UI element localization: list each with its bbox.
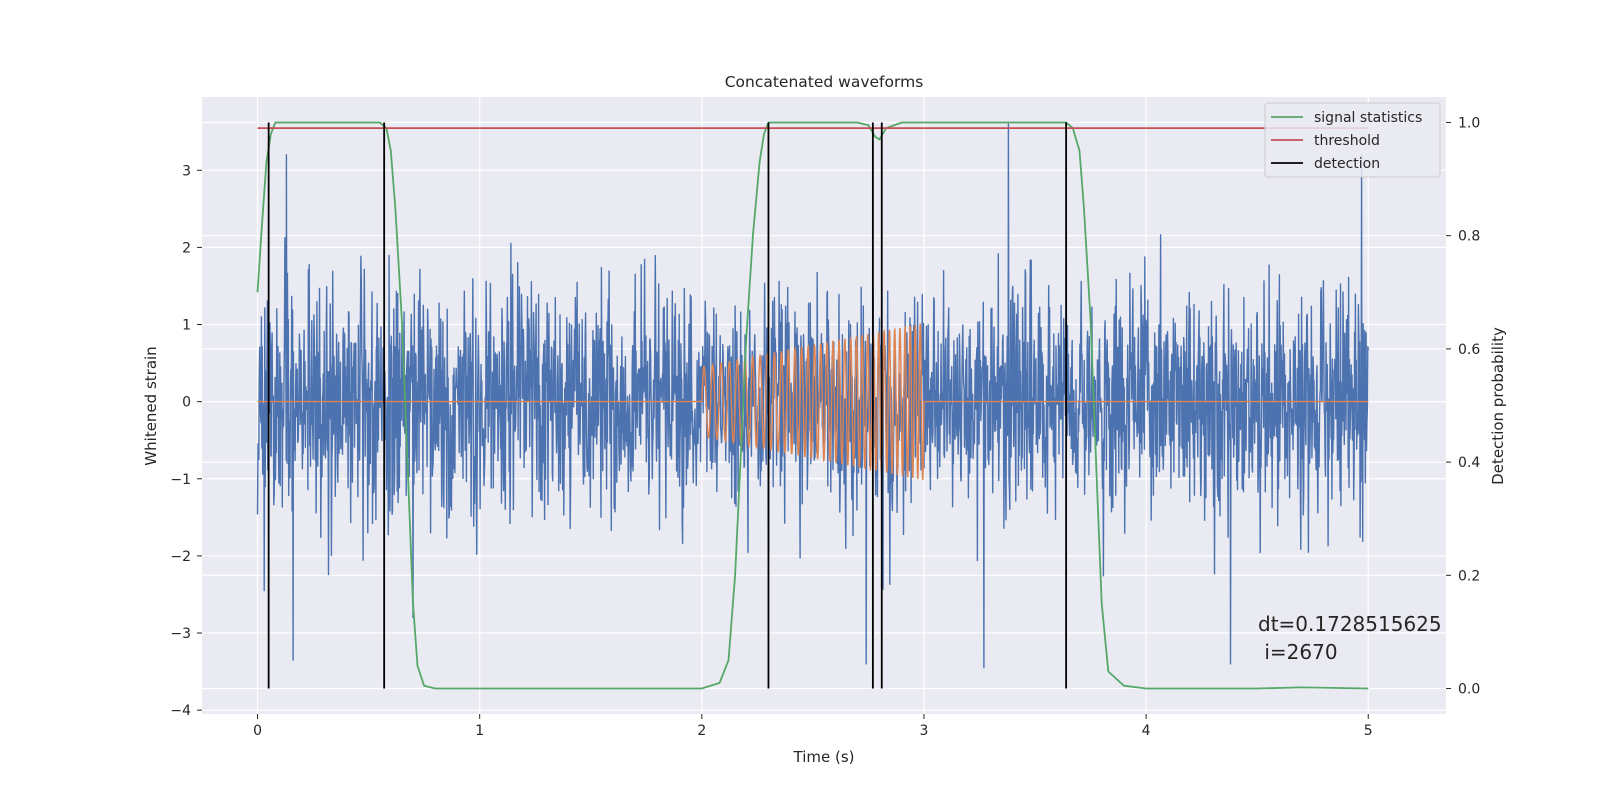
right-y-tick-label: 1.0 xyxy=(1458,115,1480,131)
y-tick-label: −4 xyxy=(170,703,191,719)
y-tick-label: 3 xyxy=(182,163,191,179)
y-tick-label: −2 xyxy=(170,549,191,565)
right-y-tick-label: 0.6 xyxy=(1458,342,1480,358)
x-tick-label: 2 xyxy=(697,723,706,739)
x-tick-label: 1 xyxy=(475,723,484,739)
strain-line xyxy=(256,123,1369,669)
right-y-tick-label: 0.4 xyxy=(1458,455,1480,471)
x-tick-label: 3 xyxy=(920,723,929,739)
right-y-tick-label: 0.0 xyxy=(1458,682,1480,698)
signal-statistics-line xyxy=(256,121,1369,690)
signal-statistics-series xyxy=(256,121,1369,690)
x-tick-label: 0 xyxy=(253,723,262,739)
annotation-index: i=2670 xyxy=(1258,640,1338,664)
y-tick-label: 1 xyxy=(182,318,191,334)
y-tick-label: −3 xyxy=(170,626,191,642)
x-tick-label: 5 xyxy=(1364,723,1373,739)
y-tick-label: 2 xyxy=(182,240,191,256)
detection-series xyxy=(267,122,1068,689)
right-y-axis-label: Detection probability xyxy=(1489,327,1507,485)
y-tick-label: −1 xyxy=(170,472,191,488)
legend-label-threshold: threshold xyxy=(1314,133,1380,149)
legend-box xyxy=(1264,102,1441,178)
y-axis-label: Whitened strain xyxy=(142,346,160,465)
annotation-dt: dt=0.1728515625 xyxy=(1258,612,1442,636)
injection-series xyxy=(257,323,1369,481)
axes: 0 1 2 3 4 5 −4 −3 −2 −1 0 1 2 3 0.0 0.2 0.4 0.6 0.8 1.0 xyxy=(170,115,1480,739)
x-axis-label: Time (s) xyxy=(793,748,855,766)
legend-label-detection: detection xyxy=(1314,156,1380,172)
right-y-tick-label: 0.8 xyxy=(1458,229,1480,245)
y-tick-label: 0 xyxy=(182,395,191,411)
legend-label-signal-statistics: signal statistics xyxy=(1314,110,1422,126)
injection-line xyxy=(257,323,1369,481)
x-tick-label: 4 xyxy=(1142,723,1151,739)
right-y-tick-label: 0.2 xyxy=(1458,568,1480,584)
strain-series xyxy=(256,123,1369,669)
chart-title: Concatenated waveforms xyxy=(725,73,924,91)
legend: signal statistics threshold detection xyxy=(1264,102,1441,178)
